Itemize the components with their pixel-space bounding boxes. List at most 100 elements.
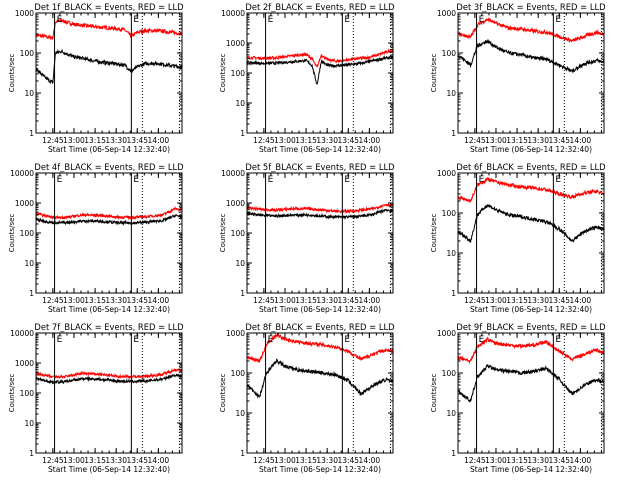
x-axis-label: Start Time (06-Sep-14 12:32:40) [470, 145, 592, 154]
y-axis-label: Counts/sec [219, 374, 227, 413]
x-tick-label: 14:00 [148, 296, 170, 305]
x-axis-label: Start Time (06-Sep-14 12:32:40) [259, 465, 381, 474]
panel-title: Det 3f_BLACK = Events, RED = LLD [456, 2, 605, 12]
panel-title: Det 1f_BLACK = Events, RED = LLD [34, 2, 183, 12]
y-axis-label: Counts/sec [219, 54, 227, 93]
y-tick-label: 10000 [221, 169, 245, 178]
plot-area [458, 176, 604, 243]
lld-series-line [247, 48, 393, 68]
events-series-line [36, 214, 182, 227]
x-tick-label: 14:00 [359, 456, 381, 465]
y-tick-label: 10 [446, 409, 456, 418]
y-tick-label: 1 [451, 449, 456, 458]
y-tick-label: 100 [231, 69, 246, 78]
plot-area [247, 203, 393, 221]
panel-4: Det 4f_BLACK = Events, RED = LLD E E 1 10 100… [8, 162, 184, 314]
y-tick-label: 10 [235, 409, 245, 418]
lld-series-line [36, 206, 182, 221]
y-tick-label: 10000 [10, 169, 34, 178]
marker-label: E [344, 15, 350, 25]
panel-2: Det 2f_BLACK = Events, RED = LLD E E 1 10 100… [219, 2, 395, 154]
x-tick-label: 13:00 [63, 136, 85, 145]
x-tick-label: 12:45 [42, 136, 64, 145]
events-series-line [458, 203, 604, 243]
y-tick-label: 10 [446, 89, 456, 98]
marker-label: E [57, 175, 63, 185]
y-tick-label: 100 [442, 209, 457, 218]
plot-area [458, 336, 604, 403]
x-tick-label: 12:45 [464, 296, 486, 305]
lld-series-line [458, 176, 604, 203]
y-tick-label: 1000 [437, 169, 456, 178]
y-axis-label: Counts/sec [430, 374, 438, 413]
marker-label: E [133, 175, 139, 185]
lld-series-line [36, 17, 182, 41]
x-tick-label: 13:30 [527, 136, 549, 145]
marker-label: E [479, 15, 485, 25]
x-tick-label: 13:30 [527, 456, 549, 465]
plot-frame [35, 172, 183, 294]
plot-frame [246, 332, 394, 454]
y-tick-label: 10000 [221, 9, 245, 18]
x-tick-label: 14:00 [359, 136, 381, 145]
y-axis-label: Counts/sec [430, 54, 438, 93]
events-series-line [247, 55, 393, 85]
marker-label: E [555, 335, 561, 345]
y-tick-label: 1 [451, 129, 456, 138]
x-tick-label: 14:00 [570, 136, 592, 145]
lld-series-line [458, 17, 604, 43]
marker-label: E [268, 335, 274, 345]
marker-label: E [57, 15, 63, 25]
plot-area [36, 206, 182, 227]
y-tick-label: 1000 [226, 329, 245, 338]
panel-title: Det 8f_BLACK = Events, RED = LLD [245, 322, 394, 332]
plot-frame [457, 332, 605, 454]
y-axis-label: Counts/sec [8, 214, 16, 253]
y-tick-label: 1 [29, 129, 34, 138]
x-tick-label: 12:45 [464, 456, 486, 465]
x-tick-label: 13:30 [316, 136, 338, 145]
y-tick-label: 10 [446, 249, 456, 258]
x-tick-label: 13:45 [337, 136, 359, 145]
y-tick-label: 1 [29, 449, 34, 458]
x-axis-label: Start Time (06-Sep-14 12:32:40) [259, 305, 381, 314]
y-tick-label: 1 [29, 289, 34, 298]
marker-label: E [133, 15, 139, 25]
y-tick-label: 1000 [437, 9, 456, 18]
panel-title: Det 4f_BLACK = Events, RED = LLD [34, 162, 183, 172]
panel-5: Det 5f_BLACK = Events, RED = LLD E E 1 10 100… [219, 162, 395, 314]
x-tick-label: 12:45 [42, 296, 64, 305]
y-tick-label: 10 [24, 419, 34, 428]
y-tick-label: 10 [24, 89, 34, 98]
x-axis-label: Start Time (06-Sep-14 12:32:40) [470, 465, 592, 474]
y-axis-label: Counts/sec [8, 54, 16, 93]
x-tick-label: 13:30 [316, 296, 338, 305]
x-tick-label: 13:15 [295, 456, 317, 465]
y-tick-label: 1000 [15, 9, 34, 18]
x-tick-label: 13:15 [506, 456, 528, 465]
y-tick-label: 1000 [226, 39, 245, 48]
panel-title: Det 2f_BLACK = Events, RED = LLD [245, 2, 394, 12]
y-tick-label: 10 [235, 259, 245, 268]
x-tick-label: 13:15 [84, 296, 106, 305]
x-axis-label: Start Time (06-Sep-14 12:32:40) [470, 305, 592, 314]
x-tick-label: 12:45 [253, 456, 275, 465]
x-tick-label: 13:00 [63, 296, 85, 305]
events-series-line [247, 208, 393, 221]
y-tick-label: 1000 [437, 329, 456, 338]
x-tick-label: 12:45 [464, 136, 486, 145]
y-tick-label: 100 [20, 49, 35, 58]
plot-frame [35, 332, 183, 454]
panel-1: Det 1f_BLACK = Events, RED = LLD E E 1 10 100… [8, 2, 184, 154]
y-tick-label: 1 [451, 289, 456, 298]
plot-area [247, 333, 393, 399]
plot-frame [35, 12, 183, 134]
plot-frame [246, 12, 394, 134]
lld-series-line [247, 203, 393, 214]
plot-area [36, 367, 182, 385]
x-tick-label: 13:45 [126, 136, 148, 145]
x-axis-label: Start Time (06-Sep-14 12:32:40) [48, 465, 170, 474]
y-tick-label: 100 [231, 229, 246, 238]
x-tick-label: 12:45 [42, 456, 64, 465]
